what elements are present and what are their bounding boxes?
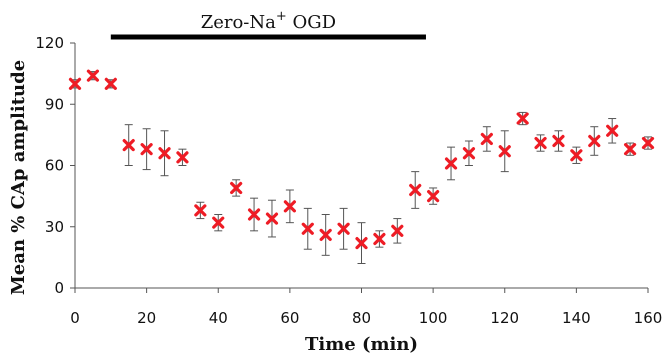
y-tick-label: 90 <box>45 95 64 113</box>
data-point-stroke <box>606 124 619 137</box>
data-point-stroke <box>623 143 637 156</box>
ogd-label-sup: + <box>276 9 287 24</box>
data-point-stroke <box>68 77 82 90</box>
ogd-period-label: Zero-Na+ OGD <box>201 9 336 33</box>
data-point <box>391 218 404 244</box>
data-point-stroke <box>534 136 547 150</box>
data-point <box>283 189 296 224</box>
x-tick-label: 100 <box>419 309 448 327</box>
data-point-stroke <box>265 212 279 225</box>
data-point-stroke <box>283 200 296 213</box>
x-tick-label: 20 <box>137 309 156 327</box>
data-point <box>409 171 422 209</box>
data-point <box>122 124 135 166</box>
y-tick-label: 0 <box>54 279 64 297</box>
data-point-stroke <box>230 181 243 195</box>
data-point-stroke <box>301 222 314 235</box>
data-point <box>158 130 171 177</box>
data-point <box>68 77 82 90</box>
x-tick-label: 60 <box>280 309 299 327</box>
axes: 0 30 60 90 120 0 20 40 60 80 100 120 140 160 <box>35 34 662 327</box>
data-point <box>444 146 458 181</box>
data-point-stroke <box>391 224 404 237</box>
data-point <box>498 130 511 173</box>
data-point-stroke <box>176 151 189 164</box>
data-point-stroke <box>480 132 493 146</box>
data-point-stroke <box>319 228 332 242</box>
data-point-stroke <box>444 157 458 170</box>
data-point-stroke <box>86 69 100 82</box>
data-point <box>516 111 529 126</box>
data-point <box>623 142 637 156</box>
data-point-stroke <box>373 232 386 246</box>
annotations: Zero-Na+ OGD <box>110 9 426 40</box>
data-point <box>355 222 368 264</box>
data-point <box>588 126 601 156</box>
data-point <box>86 69 100 82</box>
data-point <box>641 136 655 150</box>
data-point-stroke <box>462 147 476 160</box>
data-point <box>212 214 225 232</box>
data-point <box>319 214 332 256</box>
data-point-stroke <box>104 77 117 90</box>
data-point-stroke <box>570 149 583 162</box>
data-point-stroke <box>516 112 529 125</box>
ogd-label-main: Zero-Na <box>201 12 276 33</box>
data-point <box>104 77 117 90</box>
data-point <box>606 118 619 144</box>
y-tick-label: 120 <box>35 34 64 52</box>
data-point <box>427 187 440 205</box>
x-tick-label: 140 <box>562 309 591 327</box>
data-point <box>247 197 261 232</box>
data-point <box>301 207 314 250</box>
x-tick-label: 40 <box>209 309 228 327</box>
data-point <box>176 148 189 166</box>
data-marks <box>68 69 655 264</box>
data-point <box>337 207 350 250</box>
data-point-stroke <box>498 145 511 158</box>
y-tick-label: 30 <box>45 218 64 236</box>
x-axis-title: Time (min) <box>305 334 418 355</box>
data-point <box>265 199 279 238</box>
data-point <box>480 126 493 152</box>
data-point-stroke <box>140 143 153 156</box>
x-tick-label: 160 <box>634 309 663 327</box>
data-point <box>194 201 207 220</box>
ogd-label-tail: OGD <box>287 12 336 33</box>
data-point-stroke <box>355 236 368 250</box>
data-point-stroke <box>122 138 135 152</box>
data-point-stroke <box>427 190 440 203</box>
data-point-stroke <box>158 147 171 160</box>
data-point-stroke <box>247 208 261 221</box>
data-point <box>140 128 153 171</box>
data-point <box>570 146 583 164</box>
data-point-stroke <box>212 216 225 229</box>
x-tick-label: 80 <box>352 309 371 327</box>
y-axis-title: Mean % CAp amplitude <box>8 60 29 295</box>
data-point-stroke <box>337 222 350 235</box>
y-tick-label: 60 <box>45 157 64 175</box>
data-point-stroke <box>409 183 422 197</box>
data-point-stroke <box>588 134 601 148</box>
data-point <box>534 134 547 152</box>
data-point <box>230 179 243 197</box>
data-point-stroke <box>194 204 207 217</box>
data-point <box>373 230 386 248</box>
data-point-stroke <box>641 136 655 150</box>
data-point <box>462 140 476 166</box>
x-tick-label: 0 <box>70 309 80 327</box>
data-point-stroke <box>552 134 565 148</box>
data-point <box>552 130 565 152</box>
x-tick-label: 120 <box>490 309 519 327</box>
